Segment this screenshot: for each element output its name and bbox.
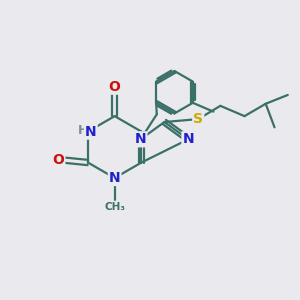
Text: O: O — [52, 153, 64, 166]
Text: CH₃: CH₃ — [104, 202, 125, 212]
Text: H: H — [77, 124, 88, 136]
Text: N: N — [135, 132, 146, 146]
Text: N: N — [85, 124, 97, 139]
Text: S: S — [193, 112, 203, 126]
Text: N: N — [109, 171, 121, 185]
Text: N: N — [182, 132, 194, 146]
Text: O: O — [109, 80, 121, 94]
